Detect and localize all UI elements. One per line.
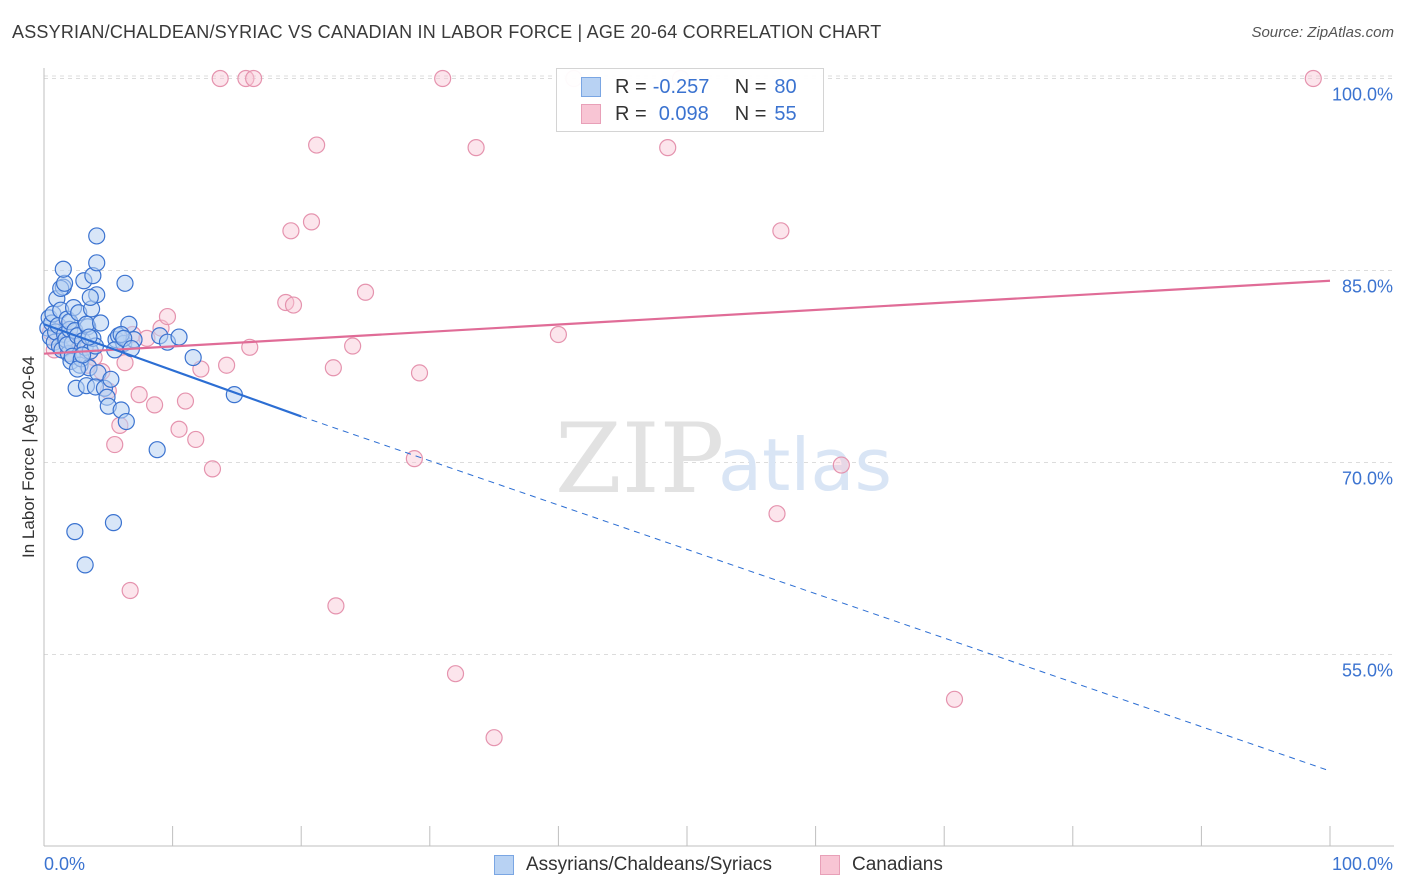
watermark: ZIP atlas — [555, 403, 892, 515]
canadian-point — [187, 430, 205, 449]
assyrian-point — [104, 514, 123, 532]
y-tick-label: 100.0% — [1332, 85, 1393, 105]
legend-n-value: 55 — [774, 102, 797, 125]
canadian-point — [158, 307, 177, 326]
canadian-point — [282, 222, 300, 240]
canadian-point — [218, 356, 236, 374]
assyrian-point — [117, 412, 135, 431]
legend-row-canadians: R = 0.098 N = 55 — [581, 100, 797, 128]
canadian-point — [344, 337, 362, 355]
canadian-point — [203, 460, 222, 478]
canadian-point — [308, 136, 326, 154]
assyrian-point — [88, 227, 106, 245]
canadian-point — [356, 283, 375, 301]
watermark-zip: ZIP — [555, 403, 724, 515]
canadian-point — [176, 392, 195, 410]
canadian-point — [410, 364, 429, 382]
canadian-point — [1304, 69, 1322, 88]
series-label-canadians: Canadians — [852, 854, 943, 875]
assyrian-point — [116, 274, 134, 292]
legend-n-label: N = — [734, 102, 767, 125]
canadian-point — [405, 450, 423, 468]
x-tick-label-start: 0.0% — [44, 854, 85, 874]
canadian-point — [434, 69, 452, 88]
canadian-point — [130, 386, 148, 404]
canadian-point — [170, 420, 188, 438]
legend-r-value: 0.098 — [658, 102, 709, 125]
legend-n-value: 80 — [774, 75, 797, 98]
assyrians-points — [39, 227, 243, 574]
chart-title: ASSYRIAN/CHALDEAN/SYRIAC VS CANADIAN IN … — [12, 22, 882, 42]
assyrian-point — [76, 556, 94, 574]
axis-labels: 55.0% 70.0% 85.0% 100.0% 0.0% 100.0% In Labor … — [19, 85, 1393, 875]
y-axis-label: In Labor Force | Age 20-64 — [19, 356, 38, 558]
legend-r-value: -0.257 — [652, 75, 710, 98]
canadian-point — [768, 505, 786, 523]
axes — [43, 68, 1394, 847]
series-swatch-pink — [820, 855, 840, 875]
legend-swatch-pink — [581, 104, 601, 124]
canadian-point — [284, 296, 303, 314]
canadian-point — [302, 213, 321, 231]
assyrian-point — [170, 328, 188, 346]
canadian-point — [145, 396, 164, 414]
canadian-point — [945, 690, 964, 708]
assyrian-point — [81, 288, 99, 306]
series-legend-assyrians: Assyrians/Chaldeans/Syriacs — [494, 852, 772, 878]
canadian-point — [121, 581, 139, 600]
assyrian-point — [102, 370, 120, 388]
legend-r-label: R = — [615, 75, 647, 98]
legend-swatch-blue — [581, 77, 601, 97]
canadian-point — [324, 359, 342, 377]
trend-lines — [43, 279, 1331, 772]
assyrian-point — [66, 523, 84, 541]
canadian-point — [832, 456, 850, 474]
watermark-atlas: atlas — [718, 423, 892, 507]
assyrian-point — [73, 346, 92, 364]
y-tick-label: 55.0% — [1342, 661, 1393, 681]
canadian-point — [772, 222, 790, 240]
y-tick-label: 70.0% — [1342, 469, 1393, 489]
series-label-assyrians: Assyrians/Chaldeans/Syriacs — [526, 854, 773, 875]
series-legend-canadians: Canadians — [820, 852, 943, 878]
canadian-point — [659, 139, 677, 157]
canadian-point — [446, 665, 465, 683]
assyrian-point — [91, 314, 110, 332]
assyrian-point — [54, 260, 72, 278]
canadian-point — [245, 69, 263, 88]
canadian-point — [116, 354, 134, 372]
canadian-point — [485, 729, 503, 747]
source-attribution: Source: ZipAtlas.com — [1251, 24, 1394, 41]
legend-row-assyrians: R = -0.257 N = 80 — [581, 73, 797, 101]
gridlines — [44, 75, 1394, 655]
canadian-point — [211, 69, 229, 88]
canadian-point — [549, 325, 568, 344]
x-tick-label-end: 100.0% — [1332, 854, 1393, 874]
legend-r-label: R = — [615, 102, 647, 125]
canadians-trend-line — [43, 279, 1331, 355]
assyrian-point — [184, 348, 202, 367]
correlation-legend: R = -0.257 N = 80 R = 0.098 N = 55 — [556, 68, 824, 132]
assyrians-trend-extension — [301, 415, 1331, 772]
legend-n-label: N = — [734, 75, 767, 98]
canadian-point — [106, 435, 124, 454]
y-tick-label: 85.0% — [1342, 277, 1393, 297]
series-swatch-blue — [494, 855, 514, 875]
assyrians-trend-line — [43, 323, 302, 418]
assyrian-point — [148, 441, 166, 459]
canadian-point — [327, 597, 345, 615]
canadian-point — [467, 139, 485, 157]
assyrian-point — [88, 254, 106, 272]
